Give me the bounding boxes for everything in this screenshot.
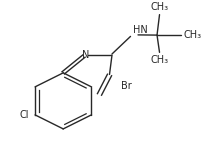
Text: Br: Br [121, 81, 132, 91]
Text: Cl: Cl [20, 110, 30, 120]
Text: CH₃: CH₃ [150, 3, 169, 13]
Text: CH₃: CH₃ [150, 55, 169, 65]
Text: CH₃: CH₃ [183, 30, 201, 40]
Text: HN: HN [133, 25, 147, 35]
Text: N: N [82, 49, 89, 59]
